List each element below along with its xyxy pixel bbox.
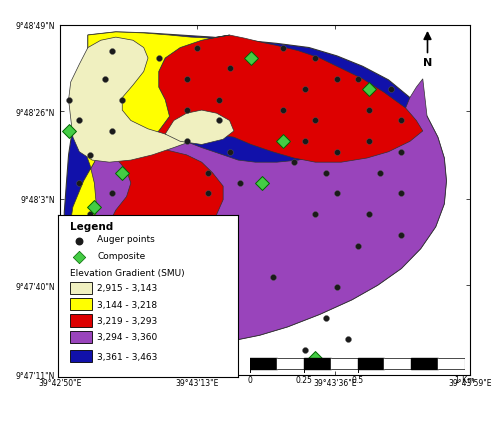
Point	[333, 190, 341, 197]
Point	[279, 138, 287, 145]
Text: 0.25: 0.25	[296, 375, 312, 384]
Point	[236, 180, 244, 187]
Text: 3,144 - 3,218: 3,144 - 3,218	[97, 300, 157, 309]
Point	[64, 97, 72, 104]
Text: 3,294 - 3,360: 3,294 - 3,360	[97, 332, 158, 341]
Point	[354, 76, 362, 83]
Polygon shape	[68, 80, 446, 365]
Point	[247, 55, 255, 62]
Point	[182, 107, 190, 114]
Point	[365, 211, 373, 218]
Point	[398, 232, 406, 239]
Point	[76, 118, 84, 125]
Point	[75, 254, 83, 261]
Text: 3,361 - 3,463: 3,361 - 3,463	[97, 352, 158, 361]
Point	[398, 118, 406, 125]
Point	[279, 45, 287, 52]
Point	[300, 86, 308, 93]
Point	[268, 274, 276, 281]
Point	[64, 128, 72, 135]
Point	[398, 190, 406, 197]
Point	[365, 107, 373, 114]
Point	[215, 97, 223, 104]
Polygon shape	[131, 36, 423, 163]
Text: Legend: Legend	[70, 222, 114, 232]
Bar	[70, 315, 92, 327]
Point	[108, 190, 116, 197]
Point	[312, 118, 320, 125]
Point	[108, 48, 116, 55]
Point	[322, 170, 330, 177]
Point	[376, 170, 384, 177]
Polygon shape	[68, 33, 234, 365]
Point	[204, 170, 212, 177]
Point	[290, 159, 298, 166]
Point	[333, 284, 341, 291]
Text: 1 Km: 1 Km	[455, 375, 474, 384]
Point	[300, 138, 308, 145]
Point	[194, 45, 202, 52]
Point	[154, 55, 162, 62]
Point	[386, 86, 394, 93]
Point	[204, 190, 212, 197]
Text: Composite: Composite	[97, 251, 146, 260]
Point	[86, 152, 94, 159]
Point	[75, 238, 83, 245]
Point	[86, 211, 94, 218]
Polygon shape	[101, 148, 223, 249]
Bar	[70, 350, 92, 363]
Text: 2,915 - 3,143: 2,915 - 3,143	[97, 284, 158, 293]
Point	[365, 138, 373, 145]
Point	[398, 149, 406, 156]
Point	[118, 170, 126, 177]
Point	[101, 76, 109, 83]
Point	[322, 315, 330, 322]
Bar	[70, 299, 92, 311]
Point	[312, 355, 320, 362]
Point	[90, 204, 98, 211]
Bar	[70, 282, 92, 294]
Point	[365, 86, 373, 93]
Polygon shape	[165, 111, 234, 145]
Point	[300, 346, 308, 353]
Point	[118, 97, 126, 104]
Text: Auger points: Auger points	[97, 235, 155, 244]
Point	[182, 76, 190, 83]
Text: N: N	[423, 58, 432, 68]
Point	[312, 211, 320, 218]
Polygon shape	[64, 33, 446, 365]
Point	[344, 336, 351, 343]
Text: 0: 0	[248, 375, 252, 384]
Point	[258, 180, 266, 187]
Point	[312, 55, 320, 62]
Point	[76, 180, 84, 187]
Text: 3,219 - 3,293: 3,219 - 3,293	[97, 316, 158, 325]
Point	[226, 149, 234, 156]
Point	[333, 149, 341, 156]
Point	[333, 76, 341, 83]
Point	[182, 138, 190, 145]
Text: 0.5: 0.5	[352, 375, 364, 384]
Point	[354, 242, 362, 249]
Point	[215, 118, 223, 125]
Polygon shape	[68, 38, 191, 163]
Point	[226, 66, 234, 72]
Bar	[70, 331, 92, 343]
Point	[279, 107, 287, 114]
Text: Elevation Gradient (SMU): Elevation Gradient (SMU)	[70, 268, 184, 277]
Point	[108, 128, 116, 135]
